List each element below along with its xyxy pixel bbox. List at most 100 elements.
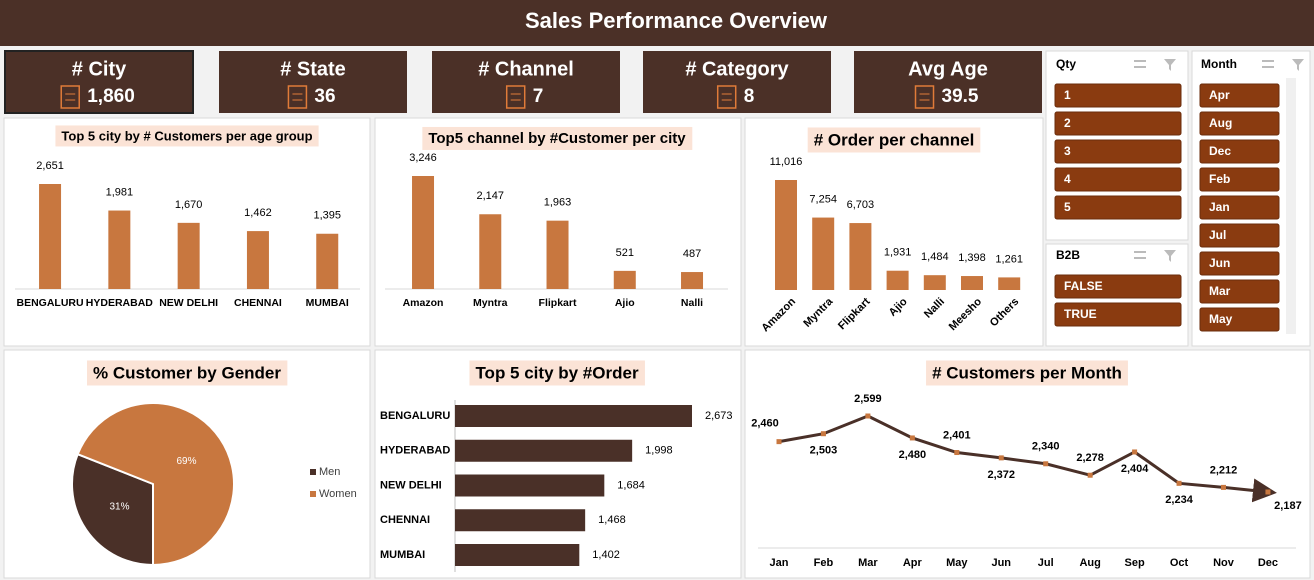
- slicer-item-label[interactable]: Dec: [1209, 144, 1231, 158]
- kpi-card: [643, 51, 831, 113]
- bar: [39, 184, 62, 289]
- x-tick-label: Feb: [814, 557, 834, 569]
- slicer-item-label[interactable]: TRUE: [1064, 307, 1097, 321]
- legend-label: Men: [319, 466, 340, 478]
- kpi-label: # Category: [685, 58, 789, 80]
- kpi-icon: [716, 85, 737, 109]
- chart-title: Top5 channel by #Customer per city: [428, 130, 686, 147]
- x-tick-label: Aug: [1079, 557, 1100, 569]
- clear-filter-icon[interactable]: [1164, 59, 1176, 71]
- bar: [316, 233, 339, 289]
- data-label: 487: [683, 248, 701, 260]
- x-tick-label: BENGALURU: [17, 297, 84, 309]
- x-tick-label: May: [946, 557, 968, 569]
- bar: [479, 214, 502, 289]
- slicer-item[interactable]: [1199, 279, 1280, 304]
- chart-title-box: [469, 360, 645, 386]
- slicer-item-label[interactable]: 3: [1064, 144, 1071, 158]
- slicer-item-label[interactable]: Aug: [1209, 116, 1232, 130]
- point: [1043, 461, 1049, 467]
- data-label: 2,503: [810, 445, 838, 457]
- bar: [246, 231, 269, 289]
- clear-filter-icon[interactable]: [1292, 59, 1304, 71]
- slicer-item-label[interactable]: 4: [1064, 172, 1071, 186]
- bar: [177, 222, 200, 289]
- chart-title: # Customers per Month: [932, 363, 1122, 382]
- slicer-item[interactable]: [1199, 139, 1280, 164]
- clear-filter-icon[interactable]: [1164, 250, 1176, 262]
- slicer-item[interactable]: [1054, 302, 1182, 327]
- chart-title: Top 5 city by #Order: [475, 363, 639, 382]
- legend-swatch: [310, 469, 316, 475]
- point: [1176, 480, 1182, 486]
- kpi-icon: [505, 85, 526, 109]
- slicer-item[interactable]: [1199, 251, 1280, 276]
- slicer-item-label[interactable]: 1: [1064, 88, 1071, 102]
- chart-title-box: [926, 360, 1128, 386]
- slicer-item[interactable]: [1054, 195, 1182, 220]
- slicer-item-label[interactable]: 5: [1064, 200, 1071, 214]
- slicer-item[interactable]: [1199, 223, 1280, 248]
- slicer-item[interactable]: [1054, 167, 1182, 192]
- kpi-icon: [287, 85, 308, 109]
- point: [776, 439, 782, 445]
- x-tick-label: Apr: [903, 557, 923, 569]
- bar: [455, 405, 692, 427]
- slicer-item-label[interactable]: Mar: [1209, 284, 1231, 298]
- slicer-item-label[interactable]: Jun: [1209, 256, 1230, 270]
- slicer-item-label[interactable]: 2: [1064, 116, 1071, 130]
- bar: [681, 272, 704, 289]
- y-tick-label: MUMBAI: [380, 549, 425, 561]
- x-tick-label: CHENNAI: [234, 297, 282, 309]
- data-label: 521: [616, 247, 634, 259]
- data-label: 1,468: [598, 514, 626, 526]
- scrollbar[interactable]: [1286, 78, 1296, 334]
- bar: [998, 277, 1021, 290]
- slicer-item[interactable]: [1199, 111, 1280, 136]
- kpi-label: Avg Age: [908, 58, 988, 80]
- chart-title: Top 5 city by # Customers per age group: [61, 128, 312, 143]
- data-label: 2,372: [987, 469, 1015, 481]
- slicer-item-label[interactable]: Jan: [1209, 200, 1230, 214]
- bar: [108, 210, 131, 289]
- slicer-item[interactable]: [1199, 83, 1280, 108]
- y-tick-label: NEW DELHI: [380, 479, 442, 491]
- point: [998, 455, 1004, 461]
- y-tick-label: CHENNAI: [380, 514, 430, 526]
- kpi-card: [4, 50, 194, 114]
- slicer-item[interactable]: [1054, 83, 1182, 108]
- legend-swatch: [310, 491, 316, 497]
- bar: [812, 217, 835, 290]
- slicer-item[interactable]: [1199, 307, 1280, 332]
- bar: [455, 509, 586, 532]
- point: [909, 435, 915, 441]
- bar: [886, 270, 909, 290]
- slicer-title: Month: [1201, 57, 1237, 71]
- data-label: 2,187: [1274, 500, 1302, 512]
- point: [865, 413, 871, 419]
- slicer-item[interactable]: [1054, 139, 1182, 164]
- slicer-item[interactable]: [1199, 167, 1280, 192]
- bar: [455, 474, 605, 497]
- bar: [455, 439, 633, 462]
- data-label: 1,981: [106, 186, 134, 198]
- slicer-item-label[interactable]: Jul: [1209, 228, 1226, 242]
- bar: [613, 270, 636, 289]
- slicer-item-label[interactable]: Feb: [1209, 172, 1230, 186]
- slicer-item[interactable]: [1054, 111, 1182, 136]
- data-label: 2,147: [477, 190, 505, 202]
- point: [954, 450, 960, 456]
- slicer-item-label[interactable]: FALSE: [1064, 279, 1103, 293]
- kpi-label: # Channel: [478, 58, 574, 80]
- slicer-item-label[interactable]: Apr: [1209, 88, 1230, 102]
- slicer-item[interactable]: [1199, 195, 1280, 220]
- x-tick-label: Jul: [1038, 557, 1054, 569]
- bar: [775, 180, 797, 290]
- slicer-item-label[interactable]: May: [1209, 312, 1233, 326]
- slicer-item[interactable]: [1054, 274, 1182, 299]
- chart-title: % Customer by Gender: [93, 363, 281, 382]
- x-tick-label: NEW DELHI: [159, 297, 218, 309]
- kpi-value: 39.5: [942, 86, 979, 107]
- data-label: 1,684: [617, 479, 645, 491]
- x-tick-label: Myntra: [473, 297, 508, 309]
